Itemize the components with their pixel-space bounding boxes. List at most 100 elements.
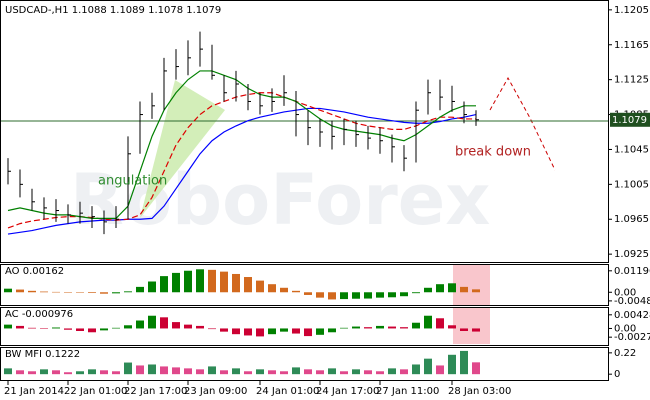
- y-tick-label: 0.00: [614, 323, 636, 334]
- histogram-bar: [400, 292, 408, 297]
- histogram-bar: [112, 292, 120, 294]
- histogram-bar: [40, 328, 48, 329]
- y-tick-label: 1.1205: [614, 5, 649, 16]
- histogram-bar: [448, 325, 456, 329]
- histogram-bar: [136, 365, 144, 375]
- histogram-bar: [268, 328, 276, 335]
- histogram-bar: [16, 370, 24, 375]
- histogram-bar: [436, 318, 444, 329]
- y-tick-label: 1.0965: [614, 214, 649, 225]
- annotation: angulation: [98, 174, 167, 189]
- annotation: break down: [455, 145, 531, 160]
- panel-border: [0, 307, 609, 346]
- histogram-bar: [424, 315, 432, 329]
- chart-title: USDCAD-,H1 1.1088 1.1089 1.1078 1.1079: [5, 5, 221, 16]
- histogram-bar: [148, 364, 156, 375]
- histogram-bar: [88, 369, 96, 375]
- y-tick-label: 0: [614, 369, 620, 380]
- histogram-bar: [112, 371, 120, 375]
- histogram-bar: [376, 371, 384, 375]
- histogram-bar: [208, 269, 216, 293]
- histogram-bar: [124, 362, 132, 375]
- histogram-bar: [4, 368, 12, 375]
- panel-title: BW MFI 0.1222: [5, 349, 80, 360]
- histogram-bar: [316, 370, 324, 375]
- histogram-bar: [148, 281, 156, 293]
- histogram-bar: [100, 370, 108, 375]
- histogram-bar: [136, 320, 144, 329]
- histogram-bar: [448, 354, 456, 375]
- histogram-bar: [52, 291, 60, 293]
- x-tick-label: 24 Jan 01:00: [256, 386, 319, 397]
- histogram-bar: [460, 328, 468, 332]
- histogram-bar: [196, 325, 204, 329]
- histogram-bar: [340, 371, 348, 375]
- histogram-bar: [40, 291, 48, 293]
- panel-title: AC -0.000976: [5, 309, 73, 320]
- histogram-bar: [268, 284, 276, 293]
- histogram-bar: [64, 292, 72, 293]
- histogram-bar: [316, 328, 324, 335]
- x-tick-label: 24 Jan 17:00: [316, 386, 379, 397]
- histogram-bar: [232, 328, 240, 335]
- highlight: [453, 265, 490, 305]
- panel-border: [0, 264, 609, 306]
- histogram-bar: [172, 272, 180, 293]
- y-tick-label: 0.004289: [614, 310, 650, 321]
- histogram-bar: [292, 367, 300, 375]
- y-tick-label: 1.1165: [614, 40, 649, 51]
- x-tick-label: 27 Jan 11:00: [376, 386, 439, 397]
- histogram-bar: [460, 350, 468, 375]
- histogram-bar: [436, 365, 444, 375]
- price-label: 1.1079: [612, 115, 647, 126]
- histogram-bar: [172, 322, 180, 329]
- histogram-bar: [280, 328, 288, 332]
- histogram-bar: [184, 270, 192, 293]
- histogram-bar: [280, 287, 288, 293]
- histogram-bar: [220, 271, 228, 293]
- histogram-bar: [148, 315, 156, 329]
- histogram-bar: [328, 368, 336, 375]
- histogram-bar: [376, 292, 384, 298]
- histogram-bar: [352, 326, 360, 329]
- histogram-bar: [172, 367, 180, 375]
- histogram-bar: [196, 269, 204, 293]
- histogram-bar: [4, 288, 12, 293]
- price-box: [610, 112, 650, 127]
- x-tick-label: 22 Jan 01:00: [64, 386, 127, 397]
- histogram-bar: [16, 325, 24, 329]
- x-tick-label: 21 Jan 2014: [4, 386, 64, 397]
- histogram-bar: [376, 325, 384, 329]
- panel-border: [0, 0, 609, 263]
- histogram-bar: [160, 366, 168, 375]
- histogram-bar: [136, 286, 144, 293]
- histogram-bar: [292, 328, 300, 334]
- y-tick-label: 0.22: [614, 348, 636, 359]
- histogram-bar: [400, 369, 408, 375]
- histogram-bar: [4, 324, 12, 329]
- histogram-bar: [40, 369, 48, 375]
- histogram-bar: [304, 328, 312, 337]
- histogram-bar: [472, 328, 480, 332]
- histogram-bar: [184, 324, 192, 329]
- angulation-triangle: [140, 80, 225, 218]
- highlight: [453, 308, 490, 344]
- histogram-bar: [412, 322, 420, 329]
- histogram-bar: [292, 290, 300, 293]
- histogram-bar: [448, 283, 456, 293]
- y-tick-label: 1.0925: [614, 249, 649, 260]
- histogram-bar: [76, 328, 84, 332]
- histogram-bar: [64, 372, 72, 375]
- histogram-bar: [208, 328, 216, 330]
- histogram-bar: [424, 358, 432, 375]
- histogram-bar: [28, 327, 36, 329]
- histogram-bar: [472, 289, 480, 293]
- histogram-bar: [364, 292, 372, 299]
- histogram-bar: [472, 362, 480, 375]
- histogram-bar: [340, 292, 348, 300]
- histogram-bar: [388, 368, 396, 375]
- histogram-bar: [52, 327, 60, 329]
- histogram-bar: [220, 328, 228, 332]
